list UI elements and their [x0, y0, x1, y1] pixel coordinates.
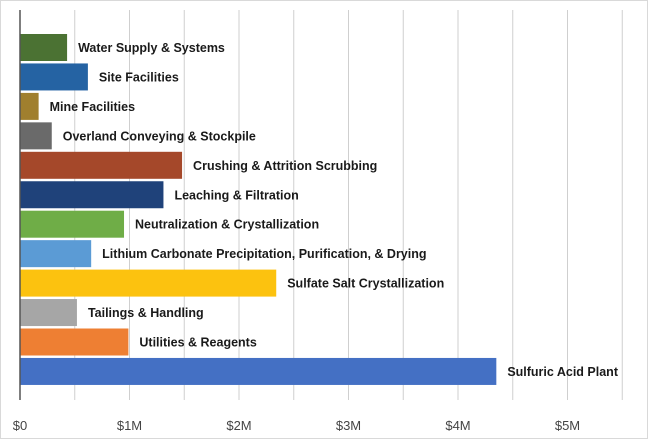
x-tick-label: $2M: [226, 418, 251, 433]
x-tick-label: $3M: [336, 418, 361, 433]
bar-label: Neutralization & Crystallization: [135, 218, 319, 232]
bar: [20, 181, 164, 209]
bar-label: Crushing & Attrition Scrubbing: [193, 159, 377, 173]
bar: [20, 240, 92, 268]
bar-label: Tailings & Handling: [88, 306, 204, 320]
bar: [20, 63, 88, 91]
bar: [20, 151, 183, 179]
bar-label: Lithium Carbonate Precipitation, Purific…: [102, 247, 426, 261]
x-tick-label: $5M: [555, 418, 580, 433]
bar: [20, 210, 125, 238]
bar: [20, 269, 277, 297]
bar-label: Sulfuric Acid Plant: [507, 365, 619, 379]
bar: [20, 328, 129, 356]
bar: [20, 92, 39, 120]
bar: [20, 357, 497, 385]
x-tick-label: $1M: [117, 418, 142, 433]
bar-label: Utilities & Reagents: [139, 336, 256, 350]
bar: [20, 34, 68, 61]
x-tick-label: $0: [13, 418, 27, 433]
bar-label: Water Supply & Systems: [78, 41, 225, 55]
bar-labels: Water Supply & Systems Site Facilities Min…: [50, 41, 619, 379]
bar-label: Overland Conveying & Stockpile: [63, 129, 256, 143]
bars: [20, 34, 497, 385]
bar-label: Site Facilities: [99, 70, 179, 84]
bar-label: Leaching & Filtration: [174, 188, 298, 202]
bar-label: Mine Facilities: [50, 100, 135, 114]
x-tick-label: $4M: [445, 418, 470, 433]
bar-label: Sulfate Salt Crystallization: [287, 277, 444, 291]
bar: [20, 122, 52, 150]
x-axis-ticks: $0 $1M $2M $3M $4M $5M: [13, 418, 580, 433]
bar: [20, 299, 77, 327]
